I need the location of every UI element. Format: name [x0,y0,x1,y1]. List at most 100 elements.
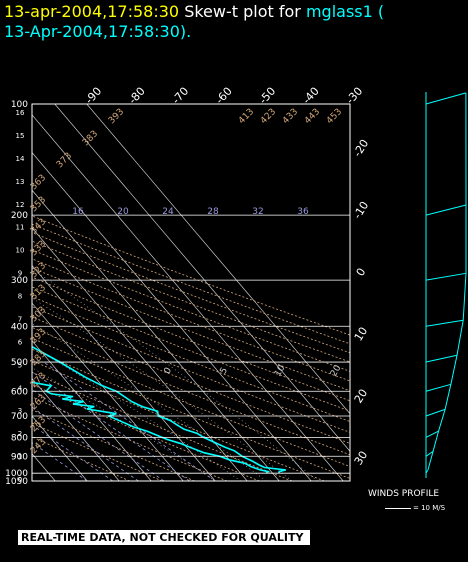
winds-scale-label: = 10 M/S [413,504,446,512]
mixing-ratio-label: 32 [252,207,263,217]
title-station: mglass1 [305,2,373,21]
dry-adiabat-label: 453 [325,107,344,126]
dry-adiabat [32,360,325,481]
isotherm-line [32,227,248,481]
pressure-tick-label: 400 [11,322,28,332]
height-tick-label: 14 [16,155,25,163]
dry-adiabat-label: 373 [55,151,74,170]
lower-line-label: 10 [273,363,288,378]
height-tick-label: 16 [16,109,25,117]
isotherm-line [32,151,312,481]
moist-adiabat [32,346,241,481]
mixing-ratio-line [32,371,190,481]
isotherm-line [32,453,56,481]
height-tick-label: 5 [18,361,22,369]
plot-area [32,104,350,481]
temperature-tick-top: -30 [344,85,366,107]
dry-adiabat-label: 383 [81,129,100,148]
winds-profile-title: WINDS PROFILE [368,489,440,499]
temperature-tick-top: -50 [257,85,279,107]
pressure-tick-label: 600 [11,387,28,397]
pressure-tick-label: 200 [11,211,28,221]
isotherm-line [54,104,350,452]
pressure-tick-label: 100 [11,100,28,110]
temperature-profile-line [32,345,286,474]
height-tick-label: 1 [18,453,22,461]
height-tick-label: 6 [18,338,23,346]
dry-adiabat [32,296,350,422]
dry-adiabat [32,409,195,481]
mixing-ratio-label: 36 [297,207,309,217]
wind-vector [425,469,429,474]
temperature-tick-top: -90 [83,85,105,107]
height-tick-label: 4 [18,384,23,392]
isotherm-line [32,415,88,481]
mixing-ratio-line [32,388,165,481]
dry-adiabat [32,232,350,354]
dry-adiabat-label: 433 [281,107,300,126]
quality-notice: REAL-TIME DATA, NOT CHECKED FOR QUALITY [18,530,310,545]
height-tick-label: 3 [18,407,22,415]
isotherm-line [86,104,350,415]
dewpoint-profile-line [32,381,270,474]
temperature-tick-right: 10 [352,325,370,344]
wind-vector [425,430,439,438]
height-tick-label: 11 [16,224,25,232]
temperature-tick-right: -20 [351,137,372,159]
temperature-tick-right: -10 [351,199,372,221]
moist-adiabat [32,323,267,481]
title-date: 13-apr-2004,17:58:30 [4,2,180,21]
dry-adiabat [32,383,260,481]
pressure-tick-label: 300 [11,276,28,286]
wind-vector [425,204,467,216]
height-tick-label: 13 [16,178,25,186]
winds-scale-legend: = 10 M/S [385,504,445,512]
pressure-tick-label: 1000 [5,469,28,479]
mixing-ratio-label: 24 [162,207,174,217]
isotherm-line [32,340,152,481]
winds-scale-bar [385,507,411,509]
title-line-2: 13-Apr-2004,17:58:30). [4,22,192,41]
lower-line-label: 0 [163,366,175,376]
title-paren: ( [377,2,385,21]
dry-adiabat-label: 443 [303,107,322,126]
height-tick-label: 2 [18,430,22,438]
wind-vector [425,319,464,327]
wind-vector [425,354,458,363]
title-label: Skew-t plot for [184,2,301,21]
wind-vector [425,92,467,105]
plot-frame [31,103,351,482]
isotherm-line [32,302,184,481]
height-tick-label: 12 [16,201,25,209]
mixing-ratio-label: 16 [72,207,84,217]
temperature-tick-right: 30 [352,449,370,468]
dry-adiabat-label: 413 [237,107,256,126]
height-tick-label: 10 [16,247,25,255]
wind-vector [425,408,446,417]
pressure-tick-label: 800 [11,433,28,443]
dry-adiabat-label: 423 [259,107,278,126]
temperature-tick-right: 0 [354,266,369,279]
temperature-tick-right: 20 [352,387,370,406]
pressure-tick-label: 700 [11,412,28,422]
moist-adiabat [32,297,293,481]
dry-adiabat [32,422,163,481]
height-tick-label: 9 [18,270,22,278]
mixing-ratio-line [43,361,216,481]
dry-adiabat-label: 393 [107,107,126,126]
temperature-tick-top: -80 [126,85,148,107]
lower-line-label: 5 [219,366,231,376]
pressure-tick-label: 500 [11,358,28,368]
dry-adiabat [32,215,350,336]
isotherm-line [32,377,120,481]
height-tick-label: 7 [18,315,22,323]
temperature-tick-top: -70 [170,85,192,107]
wind-envelope [427,92,467,471]
plot-title: 13-apr-2004,17:58:30 Skew-t plot for mgl… [4,2,384,21]
lower-line-label: 20 [329,363,344,378]
moist-adiabat [32,268,318,481]
height-tick-label: 8 [18,293,22,301]
wind-vector [425,450,434,457]
dry-adiabat [32,348,350,479]
